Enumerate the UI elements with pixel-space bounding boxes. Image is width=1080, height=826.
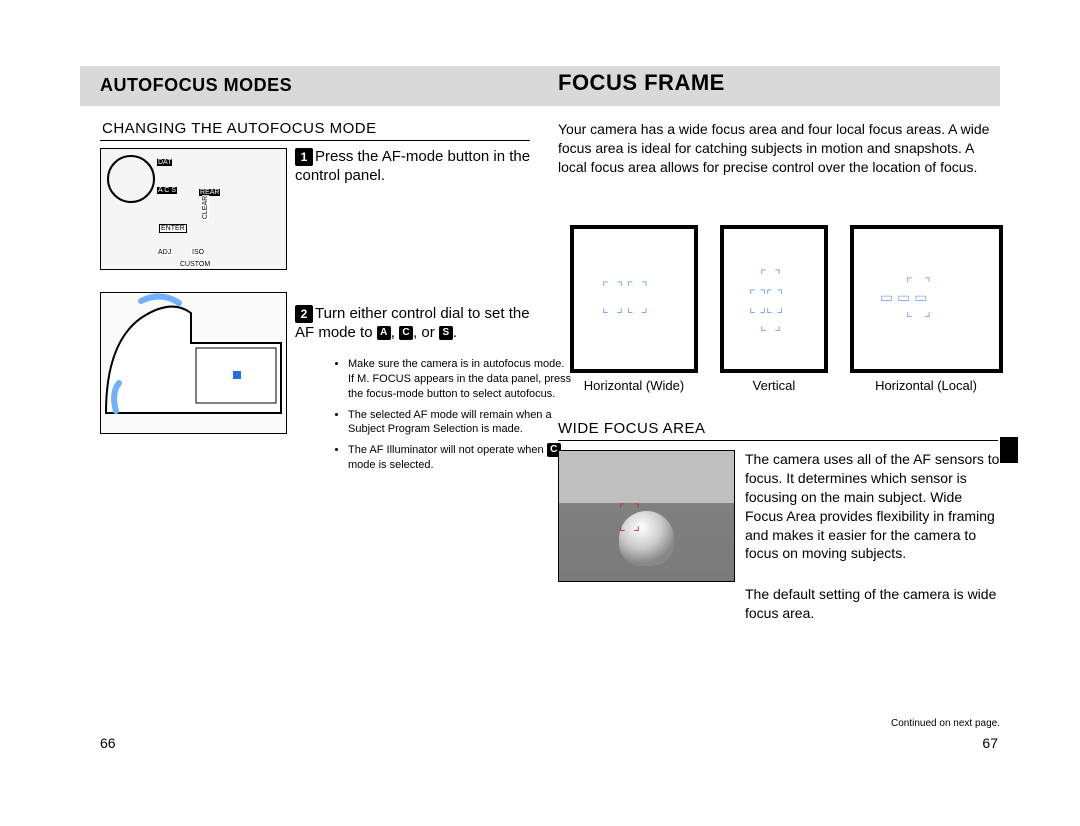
subheading-wide-focus: WIDE FOCUS AREA: [558, 420, 706, 437]
frame-horizontal-wide: ⌜ ⌝ ⌜ ⌝ ⌞ ⌟ ⌞ ⌟: [570, 225, 698, 373]
panel-label: A C S: [157, 187, 177, 194]
continued-note: Continued on next page.: [891, 718, 1000, 729]
af-bracket-icon: ⌞ ⌟: [760, 317, 781, 334]
rule: [558, 440, 998, 441]
note-item: Make sure the camera is in autofocus mod…: [348, 357, 573, 402]
panel-label: CUSTOM: [179, 261, 211, 268]
wide-focus-sample-photo: ⌜ ⌝ ⌞ ⌟: [558, 450, 735, 582]
panel-label: ISO: [191, 249, 205, 256]
af-bracket-icon: ⌞ ⌟: [906, 303, 931, 320]
section-title-right: FOCUS FRAME: [558, 70, 725, 96]
camera-top-icon: [101, 293, 286, 433]
page-edge-tab: [1000, 437, 1018, 463]
af-bracket-icon: ⌞ ⌟⌞ ⌟: [749, 299, 783, 316]
step1-illustration: DAT A C S REAR ENTER ADJ ISO CUSTOM CLEA…: [100, 148, 285, 268]
step2-post: .: [453, 324, 457, 341]
frame-label: Horizontal (Local): [850, 378, 1002, 393]
frame-vertical: ⌜ ⌝ ⌜ ⌝⌜ ⌝ ⌞ ⌟⌞ ⌟ ⌞ ⌟: [720, 225, 828, 373]
panel-label: CLEAR: [202, 195, 209, 220]
step1-body: Press the AF-mode button in the control …: [295, 148, 530, 184]
panel-label: ENTER: [159, 224, 187, 233]
af-bracket-icon: ⌜ ⌝ ⌜ ⌝: [602, 279, 648, 296]
subheading-changing-af: CHANGING THE AUTOFOCUS MODE: [102, 120, 377, 137]
step2-text: 2Turn either control dial to set the AF …: [295, 305, 540, 343]
page-number-left: 66: [100, 735, 116, 751]
af-bracket-icon: ⌞ ⌟ ⌞ ⌟: [602, 299, 648, 316]
frame-label: Vertical: [720, 378, 828, 393]
notes-list: Make sure the camera is in autofocus mod…: [308, 357, 573, 479]
rule: [100, 140, 530, 141]
note-item: The AF Illuminator will not operate when…: [348, 443, 573, 473]
af-bracket-icon: ⌞ ⌟: [619, 517, 640, 534]
mode-a-icon: A: [377, 326, 391, 340]
panel-label: ADJ: [157, 249, 172, 256]
step1-text: 1Press the AF-mode button in the control…: [295, 148, 540, 186]
page-spread: AUTOFOCUS MODES FOCUS FRAME CHANGING THE…: [0, 0, 1080, 826]
panel-label: DAT: [157, 159, 172, 166]
af-bracket-icon: ⌜ ⌝: [760, 267, 781, 284]
af-bracket-icon: ⌜ ⌝: [619, 501, 640, 518]
mode-s-icon: S: [439, 326, 453, 340]
step2-illustration: [100, 292, 285, 432]
mode-c-icon: C: [399, 326, 413, 340]
frame-label: Horizontal (Wide): [570, 378, 698, 393]
section-title-left: AUTOFOCUS MODES: [100, 75, 292, 96]
page-number-right: 67: [982, 735, 998, 751]
frame-horizontal-local: ⌜ ⌝ ▭ ▭ ▭ ⌞ ⌟: [850, 225, 1003, 373]
wide-focus-description: The camera uses all of the AF sensors to…: [745, 450, 1000, 563]
focus-frame-intro: Your camera has a wide focus area and fo…: [558, 120, 998, 177]
step2-pre: Turn either control dial to set the AF m…: [295, 305, 530, 341]
step-number-icon: 2: [295, 305, 313, 323]
wide-focus-default-note: The default setting of the camera is wid…: [745, 585, 1000, 623]
note-item: The selected AF mode will remain when a …: [348, 408, 573, 438]
step-number-icon: 1: [295, 148, 313, 166]
